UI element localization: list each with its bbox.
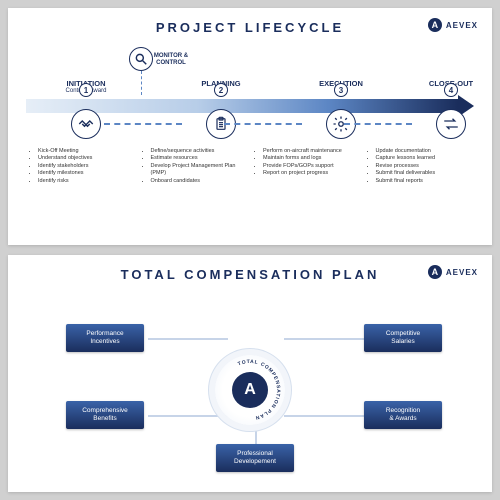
brand-logo: A AEVEX: [428, 265, 478, 279]
comp-box: Performance Incentives: [66, 324, 144, 352]
bullet-item: Maintain forms and logs: [263, 155, 360, 162]
hub-ring-label: TOTAL COMPENSATION PLAN: [215, 355, 285, 425]
bullet-item: Perform on-aircraft maintenance: [263, 148, 360, 155]
comp-box: Comprehensive Benefits: [66, 401, 144, 429]
slide-lifecycle: A AEVEX PROJECT LIFECYCLE MONITOR & CONT…: [8, 8, 492, 245]
bullet-item: Revise processes: [376, 163, 473, 170]
bullet-item: Identify risks: [38, 178, 135, 185]
phase-number-badge: 3: [334, 83, 348, 97]
bullet-item: Provide FOPs/GOPs support: [263, 163, 360, 170]
phase-close-out: CLOSE-OUT4: [411, 49, 491, 88]
phase-initiation: INITIATIONContract Award1: [46, 49, 126, 94]
logo-mark-icon: A: [428, 18, 442, 32]
bullet-item: Report on project progress: [263, 170, 360, 177]
slide2-title: TOTAL COMPENSATION PLAN: [26, 267, 474, 282]
phase-bullets: Update documentationCapture lessons lear…: [366, 148, 473, 185]
bullet-item: Develop Project Management Plan (PMP): [151, 163, 248, 178]
svg-text:TOTAL COMPENSATION PLAN: TOTAL COMPENSATION PLAN: [237, 358, 281, 420]
comp-box: Recognition & Awards: [364, 401, 442, 429]
slide-compensation: A AEVEX TOTAL COMPENSATION PLAN TOTAL CO…: [8, 255, 492, 492]
logo-mark-icon: A: [428, 265, 442, 279]
bullet-item: Submit final deliverables: [376, 170, 473, 177]
hub-circle: TOTAL COMPENSATION PLAN A: [215, 355, 285, 425]
bullet-item: Define/sequence activities: [151, 148, 248, 155]
arrows-icon: [436, 109, 466, 139]
logo-text: AEVEX: [446, 21, 478, 30]
phase-bullets: Define/sequence activitiesEstimate resou…: [141, 148, 248, 185]
bullet-item: Capture lessons learned: [376, 155, 473, 162]
lifecycle-diagram: MONITOR & CONTROL INITIATIONContract Awa…: [26, 49, 474, 144]
bullet-item: Identify stakeholders: [38, 163, 135, 170]
phase-bullets: Kick-Off MeetingUnderstand objectivesIde…: [28, 148, 135, 185]
bullet-item: Onboard candidates: [151, 178, 248, 185]
slide1-title: PROJECT LIFECYCLE: [26, 20, 474, 35]
handshake-icon: [71, 109, 101, 139]
phase-planning: PLANNING2: [181, 49, 261, 88]
bullet-item: Estimate resources: [151, 155, 248, 162]
comp-box: Professional Developement: [216, 444, 294, 472]
bullet-item: Kick-Off Meeting: [38, 148, 135, 155]
phase-number-badge: 1: [79, 83, 93, 97]
bullet-item: Identify milestones: [38, 170, 135, 177]
bullet-item: Update documentation: [376, 148, 473, 155]
phase-execution: EXECUTION3: [301, 49, 381, 88]
brand-logo: A AEVEX: [428, 18, 478, 32]
phase-bullets-row: Kick-Off MeetingUnderstand objectivesIde…: [26, 148, 474, 185]
compensation-diagram: TOTAL COMPENSATION PLAN A Performance In…: [26, 296, 474, 466]
bullet-item: Understand objectives: [38, 155, 135, 162]
bullet-item: Submit final reports: [376, 178, 473, 185]
phase-number-badge: 2: [214, 83, 228, 97]
comp-box: Competitive Salaries: [364, 324, 442, 352]
logo-text: AEVEX: [446, 268, 478, 277]
phase-number-badge: 4: [444, 83, 458, 97]
phase-bullets: Perform on-aircraft maintenanceMaintain …: [253, 148, 360, 185]
